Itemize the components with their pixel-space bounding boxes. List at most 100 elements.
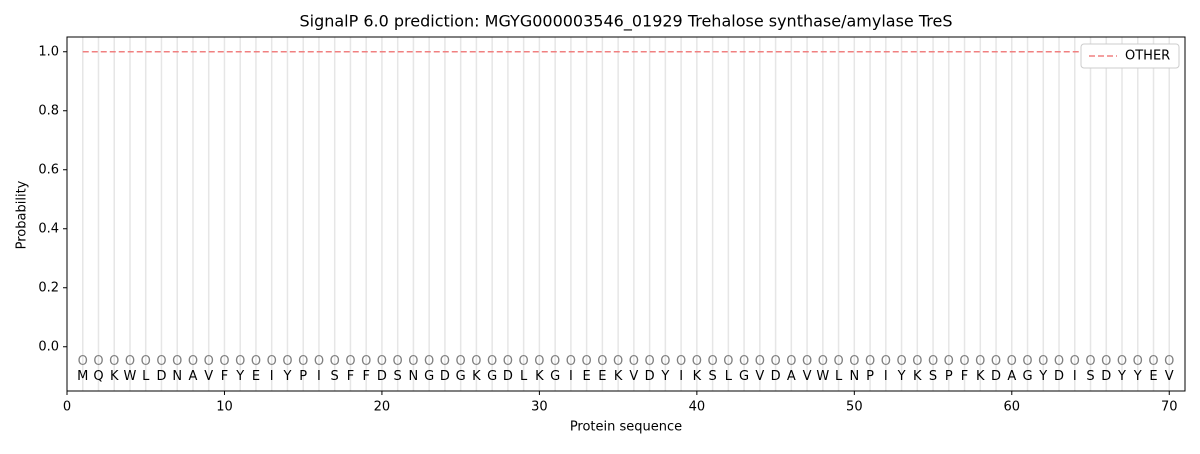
class-label: O — [582, 354, 592, 369]
residue-label: K — [535, 369, 544, 384]
residue-label: E — [252, 369, 260, 384]
y-tick-label: 0.4 — [38, 221, 59, 236]
residue-label: K — [976, 369, 985, 384]
class-label: O — [629, 354, 639, 369]
class-label: O — [1007, 354, 1017, 369]
residue-label: I — [1073, 369, 1077, 384]
class-label: O — [1070, 354, 1080, 369]
residue-label: W — [124, 369, 137, 384]
residue-label: D — [1054, 369, 1064, 384]
class-label: O — [770, 354, 780, 369]
residue-label: F — [221, 369, 228, 384]
class-label: O — [282, 354, 292, 369]
class-label: O — [93, 354, 103, 369]
class-label: O — [298, 354, 308, 369]
y-tick-label: 0.6 — [38, 162, 59, 177]
x-tick-label: 20 — [374, 400, 391, 415]
class-label: O — [1038, 354, 1048, 369]
class-label: O — [818, 354, 828, 369]
residue-label: N — [409, 369, 419, 384]
class-label: O — [676, 354, 686, 369]
class-label: O — [330, 354, 340, 369]
class-label: O — [1164, 354, 1174, 369]
class-label: O — [204, 354, 214, 369]
residue-label: G — [550, 369, 560, 384]
class-label: O — [912, 354, 922, 369]
residue-label: L — [520, 369, 528, 384]
class-label: O — [959, 354, 969, 369]
class-label: O — [1101, 354, 1111, 369]
residue-label: F — [347, 369, 354, 384]
y-tick-label: 0.8 — [38, 103, 59, 118]
residue-label: W — [816, 369, 829, 384]
y-tick-label: 0.0 — [38, 339, 59, 354]
residue-label: Y — [1117, 369, 1126, 384]
residue-label: S — [708, 369, 716, 384]
x-tick-label: 0 — [63, 400, 71, 415]
residue-label: V — [204, 369, 213, 384]
class-label: O — [1133, 354, 1143, 369]
class-label: O — [345, 354, 355, 369]
residue-label: D — [503, 369, 513, 384]
chart-title: SignalP 6.0 prediction: MGYG000003546_01… — [299, 12, 952, 32]
class-label: O — [1022, 354, 1032, 369]
residue-label: V — [1165, 369, 1174, 384]
x-tick-label: 30 — [531, 400, 548, 415]
legend-label: OTHER — [1125, 49, 1170, 64]
class-label: O — [1148, 354, 1158, 369]
class-label: O — [707, 354, 717, 369]
residue-label: A — [787, 369, 796, 384]
residue-label: V — [755, 369, 764, 384]
residue-label: Y — [660, 369, 669, 384]
class-label: O — [377, 354, 387, 369]
legend-box — [1080, 43, 1180, 69]
residue-label: I — [569, 369, 573, 384]
class-label: O — [251, 354, 261, 369]
class-label: O — [78, 354, 88, 369]
residue-label: K — [472, 369, 481, 384]
x-tick-label: 40 — [689, 400, 706, 415]
class-label: O — [944, 354, 954, 369]
class-label: O — [692, 354, 702, 369]
residue-label: S — [331, 369, 339, 384]
class-label: O — [109, 354, 119, 369]
residue-label: S — [394, 369, 402, 384]
class-label: O — [456, 354, 466, 369]
class-label: O — [975, 354, 985, 369]
y-tick-label: 1.0 — [38, 44, 59, 59]
residue-label: K — [110, 369, 119, 384]
residue-label: G — [424, 369, 434, 384]
class-label: O — [739, 354, 749, 369]
residue-label: V — [803, 369, 812, 384]
residue-label: F — [961, 369, 968, 384]
residue-label: N — [172, 369, 182, 384]
residue-label: I — [317, 369, 321, 384]
class-label: O — [314, 354, 324, 369]
residue-label: K — [913, 369, 922, 384]
residue-label: I — [884, 369, 888, 384]
residue-label: Q — [93, 369, 103, 384]
residue-label: N — [849, 369, 859, 384]
residue-label: E — [1149, 369, 1157, 384]
x-tick-label: 50 — [846, 400, 863, 415]
residue-label: Y — [1133, 369, 1142, 384]
residue-label: G — [1022, 369, 1032, 384]
residue-label: I — [270, 369, 274, 384]
residue-label: A — [189, 369, 198, 384]
residue-label: L — [835, 369, 843, 384]
x-tick-label: 70 — [1161, 400, 1178, 415]
residue-label: D — [771, 369, 781, 384]
class-label: O — [361, 354, 371, 369]
class-label: O — [849, 354, 859, 369]
residue-label: L — [142, 369, 150, 384]
residue-label: F — [362, 369, 369, 384]
residue-label: Y — [282, 369, 291, 384]
class-label: O — [172, 354, 182, 369]
residue-label: K — [693, 369, 702, 384]
plot-frame — [66, 36, 1186, 392]
residue-label: D — [156, 369, 166, 384]
class-label: O — [267, 354, 277, 369]
residue-label: G — [456, 369, 466, 384]
x-axis-label: Protein sequence — [570, 420, 682, 435]
residue-label: Y — [1038, 369, 1047, 384]
